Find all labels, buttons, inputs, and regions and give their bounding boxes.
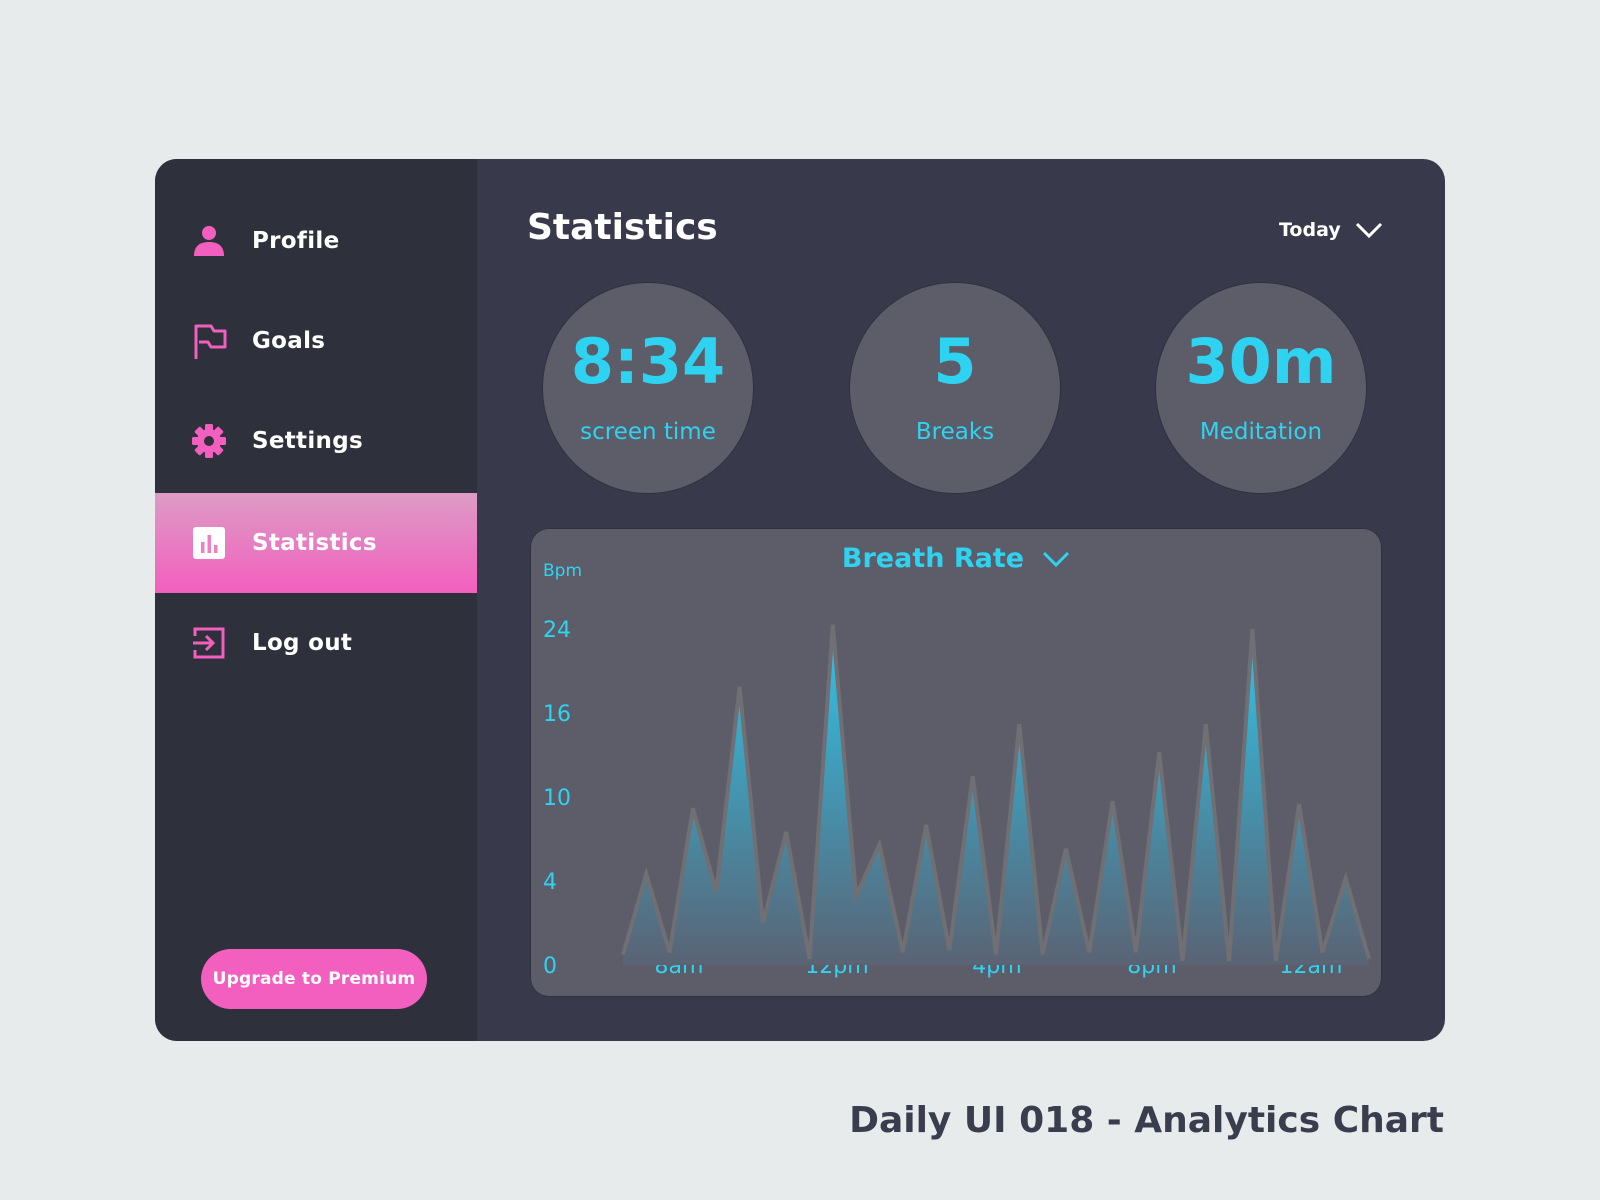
sidebar-item-logout[interactable]: Log out bbox=[155, 593, 477, 693]
footer-caption: Daily UI 018 - Analytics Chart bbox=[849, 1100, 1444, 1141]
stat-value: 30m bbox=[1185, 325, 1337, 398]
y-tick-label: 24 bbox=[543, 618, 571, 643]
sidebar-item-label: Log out bbox=[252, 630, 353, 656]
chevron-down-icon bbox=[1043, 551, 1070, 567]
period-label: Today bbox=[1279, 219, 1341, 241]
user-icon bbox=[194, 226, 224, 256]
stat-meditation: 30m Meditation bbox=[1156, 283, 1366, 493]
stat-value: 8:34 bbox=[570, 325, 726, 398]
stat-value: 5 bbox=[933, 325, 977, 398]
sidebar-item-settings[interactable]: Settings bbox=[155, 391, 477, 491]
flag-icon bbox=[194, 324, 227, 359]
y-axis-label: Bpm bbox=[543, 561, 582, 581]
sidebar-item-label: Goals bbox=[252, 328, 326, 354]
y-tick-label: 4 bbox=[543, 870, 557, 895]
main-panel: Statistics Today 8:34 screen time 5 Brea… bbox=[477, 159, 1445, 1041]
y-tick-label: 10 bbox=[543, 786, 571, 811]
sidebar-item-statistics[interactable]: Statistics bbox=[155, 493, 477, 593]
page-title: Statistics bbox=[527, 207, 718, 248]
breath-rate-area bbox=[623, 624, 1369, 965]
gear-icon bbox=[192, 424, 226, 458]
stat-breaks: 5 Breaks bbox=[850, 283, 1060, 493]
chevron-down-icon bbox=[1355, 222, 1382, 239]
sidebar-item-label: Settings bbox=[252, 428, 363, 454]
breath-rate-line bbox=[621, 624, 1371, 962]
stat-caption: Meditation bbox=[1199, 419, 1323, 445]
y-tick-label: 0 bbox=[543, 954, 557, 979]
app-window: Profile Goals bbox=[155, 159, 1445, 1041]
sidebar-item-goals[interactable]: Goals bbox=[155, 291, 477, 391]
sidebar: Profile Goals bbox=[155, 159, 477, 1041]
y-tick-label: 16 bbox=[543, 702, 571, 727]
breath-rate-chart: Bpm 0 4 10 16 24 8am 12pm 4pm 8pm 12am Breath Rate bbox=[531, 529, 1381, 996]
logout-icon bbox=[193, 627, 225, 659]
upgrade-button[interactable]: Upgrade to Premium bbox=[201, 949, 427, 1009]
period-dropdown[interactable]: Today bbox=[1279, 219, 1383, 241]
stat-screen-time: 8:34 screen time bbox=[543, 283, 753, 493]
sidebar-item-profile[interactable]: Profile bbox=[155, 191, 477, 291]
sidebar-item-label: Profile bbox=[252, 228, 340, 254]
stat-caption: screen time bbox=[580, 419, 716, 445]
chart-title: Breath Rate bbox=[841, 543, 1025, 574]
bar-chart-icon bbox=[193, 527, 225, 559]
chart-title-dropdown[interactable]: Breath Rate bbox=[531, 543, 1381, 574]
sidebar-item-label: Statistics bbox=[252, 530, 377, 556]
stat-caption: Breaks bbox=[915, 419, 995, 445]
